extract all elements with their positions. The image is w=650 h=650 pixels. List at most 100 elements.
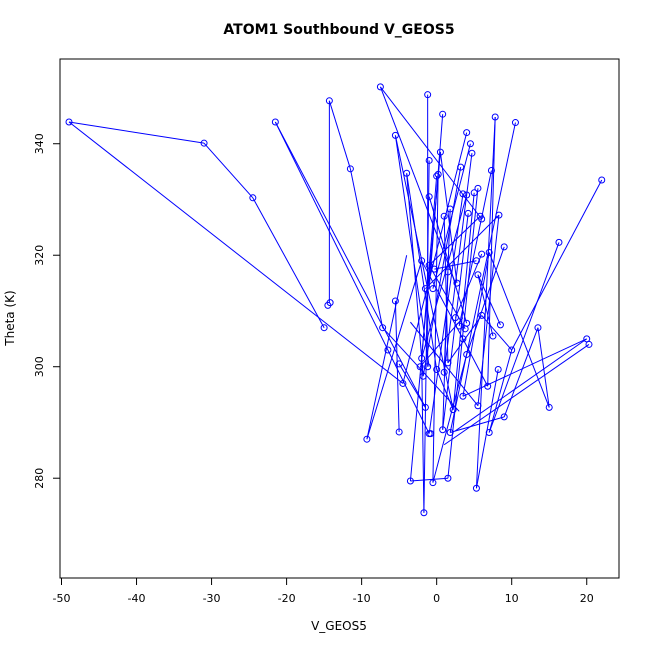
data-point [598, 176, 606, 184]
data-point [399, 379, 407, 387]
data-point [379, 324, 387, 332]
series-segment [488, 242, 560, 433]
series-segment [434, 260, 477, 270]
y-tick-label: 340 [33, 133, 46, 154]
data-point [478, 250, 486, 258]
data-point [457, 163, 465, 171]
data-point [346, 165, 354, 173]
data-point [494, 366, 502, 374]
data-point [271, 118, 279, 126]
data-point [376, 83, 384, 91]
series-segment [458, 170, 492, 327]
series-segment [203, 142, 254, 199]
data-point [449, 406, 457, 414]
series-segment [477, 274, 501, 326]
x-axis-title: V_GEOS5 [311, 619, 367, 633]
data-point [425, 156, 433, 164]
data-point [534, 324, 542, 332]
data-point [508, 346, 516, 354]
data-point [391, 131, 399, 139]
data-point [468, 149, 476, 157]
data-point [425, 193, 433, 201]
series-segment [439, 152, 458, 284]
data-point [444, 474, 452, 482]
series-segment [366, 260, 423, 440]
data-point [463, 350, 471, 358]
x-axis: -50 -40 -30 -20 -10 0 10 20 [53, 577, 594, 605]
series-segment [447, 188, 479, 479]
data-point [500, 413, 508, 421]
data-point [485, 248, 493, 256]
series-segment [462, 252, 490, 397]
x-tick-label: -40 [128, 592, 146, 605]
series-segment [511, 179, 603, 351]
series-segment [274, 121, 389, 351]
data-point [418, 354, 426, 362]
data-point [427, 430, 435, 438]
data-point [429, 479, 437, 487]
data-point [451, 314, 459, 322]
data-point [424, 363, 432, 371]
data-point [434, 170, 442, 178]
data-point [403, 169, 411, 177]
data-point [384, 346, 392, 354]
series-segments [68, 86, 603, 513]
data-point [478, 215, 486, 223]
series-points [65, 83, 606, 517]
data-point [496, 321, 504, 329]
data-point [585, 340, 593, 348]
series-segment [410, 477, 448, 482]
series-segment [462, 338, 587, 397]
series-segment [449, 122, 516, 433]
series-segment [252, 197, 325, 328]
series-segment [398, 363, 426, 408]
data-point [489, 332, 497, 340]
series-segment [443, 216, 449, 363]
data-point [470, 189, 478, 197]
series-segment [428, 114, 444, 289]
data-point [491, 113, 499, 121]
data-point [419, 372, 427, 380]
data-point [439, 426, 447, 434]
series-segment [452, 192, 475, 410]
x-tick-label: -30 [203, 592, 221, 605]
series-segment [423, 160, 430, 513]
data-point [545, 403, 553, 411]
y-axis: 280 300 320 340 [33, 133, 61, 489]
series-segment [410, 321, 479, 407]
data-point [485, 429, 493, 437]
series-segment [68, 121, 404, 384]
data-point [461, 325, 469, 333]
x-tick-label: 10 [505, 592, 519, 605]
y-axis-title: Theta (K) [3, 290, 17, 346]
data-point [421, 285, 429, 293]
data-point [444, 359, 452, 367]
series-segment [421, 194, 468, 359]
series-segment [406, 173, 424, 377]
x-tick-label: 0 [433, 592, 440, 605]
series-segment [421, 176, 438, 359]
series-segment [394, 135, 430, 367]
data-point [555, 238, 563, 246]
data-point [459, 335, 467, 343]
data-point [418, 257, 426, 265]
series-segment [432, 354, 468, 483]
data-point [421, 403, 429, 411]
data-point [466, 140, 474, 148]
data-point [484, 382, 492, 390]
data-point [453, 279, 461, 287]
data-point [324, 301, 332, 309]
series-segment [477, 215, 500, 406]
series-segment [442, 213, 469, 430]
data-point [487, 166, 495, 174]
series-segment [488, 349, 513, 433]
series-segment [503, 327, 539, 418]
data-point [472, 257, 480, 265]
data-point [455, 322, 463, 330]
data-point [440, 212, 448, 220]
data-point [395, 428, 403, 436]
series-segment [454, 253, 483, 318]
data-point [320, 324, 328, 332]
data-point [395, 360, 403, 368]
